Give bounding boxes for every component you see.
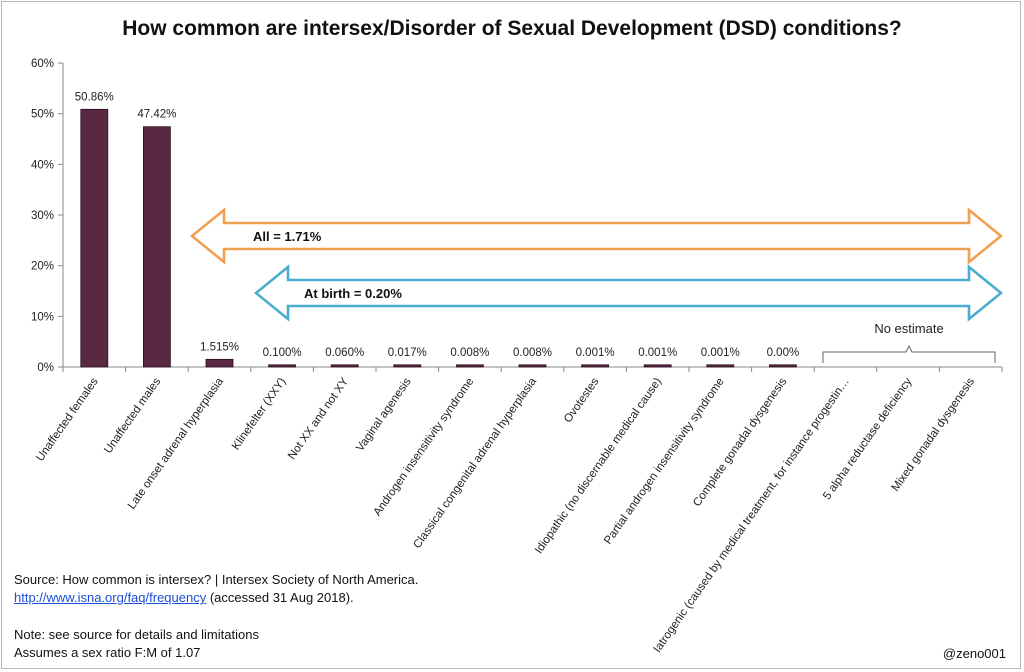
bar <box>455 364 484 368</box>
category-label: Vaginal agenesis <box>354 376 414 454</box>
bar <box>80 108 109 368</box>
bar <box>268 364 297 368</box>
data-label: 0.060% <box>325 347 364 359</box>
data-label: 0.017% <box>388 347 427 359</box>
bar <box>643 364 672 368</box>
category-label: Idiopathic (no discernable medical cause… <box>533 376 664 556</box>
y-tick-label: 10% <box>31 311 54 323</box>
data-label: 0.008% <box>513 347 552 359</box>
no-estimate-bracket <box>822 344 996 363</box>
data-label: 47.42% <box>137 109 176 121</box>
source-link[interactable]: http://www.isna.org/faq/frequency <box>14 590 207 605</box>
ratio-line: Assumes a sex ratio F:M of 1.07 <box>14 645 201 660</box>
data-label: 0.008% <box>450 347 489 359</box>
all-arrow <box>189 207 1004 265</box>
data-label: 0.00% <box>767 347 800 359</box>
category-label: Androgen insensitivity syndrome <box>372 376 477 519</box>
no-estimate-label: No estimate <box>874 321 943 336</box>
category-label: Klinefelter (XXY) <box>230 376 289 453</box>
category-label: Unaffected males <box>102 376 163 456</box>
data-label: 50.86% <box>75 91 114 103</box>
birth-arrow-label: At birth = 0.20% <box>304 286 402 301</box>
category-label: Classical congenital adrenal hyperplasia <box>411 375 539 550</box>
y-tick-label: 40% <box>31 159 54 171</box>
data-label: 0.001% <box>576 347 615 359</box>
bar <box>581 364 609 368</box>
note-line: Note: see source for details and limitat… <box>14 627 259 642</box>
y-tick-label: 0% <box>37 362 54 374</box>
source-line: Source: How common is intersex? | Inters… <box>14 572 419 587</box>
birth-arrow <box>253 264 1004 322</box>
bar <box>393 364 422 368</box>
bar <box>142 126 171 368</box>
category-label: Unaffected females <box>34 376 101 464</box>
category-label: Not XX and not XY <box>286 376 351 462</box>
y-tick-label: 20% <box>31 261 54 273</box>
bar <box>205 358 234 368</box>
y-tick-label: 60% <box>31 58 54 70</box>
data-label: 0.001% <box>638 347 677 359</box>
category-label: Partial androgen insensitivity syndrome <box>602 376 727 547</box>
chart-title: How common are intersex/Disorder of Sexu… <box>122 17 902 40</box>
bar <box>706 364 735 368</box>
category-label: Ovotestes <box>562 376 602 425</box>
credit: @zeno001 <box>942 646 1006 661</box>
source-link-line: http://www.isna.org/faq/frequency (acces… <box>14 590 354 605</box>
bar <box>330 364 359 368</box>
data-label: 0.001% <box>701 347 740 359</box>
bar <box>518 364 547 368</box>
data-label: 1.515% <box>200 341 239 353</box>
source-accessed: (accessed 31 Aug 2018). <box>206 590 354 605</box>
bar <box>769 364 797 368</box>
all-arrow-label: All = 1.71% <box>253 229 322 244</box>
y-tick-label: 50% <box>31 109 54 121</box>
data-label: 0.100% <box>263 347 302 359</box>
y-tick-label: 30% <box>31 210 54 222</box>
